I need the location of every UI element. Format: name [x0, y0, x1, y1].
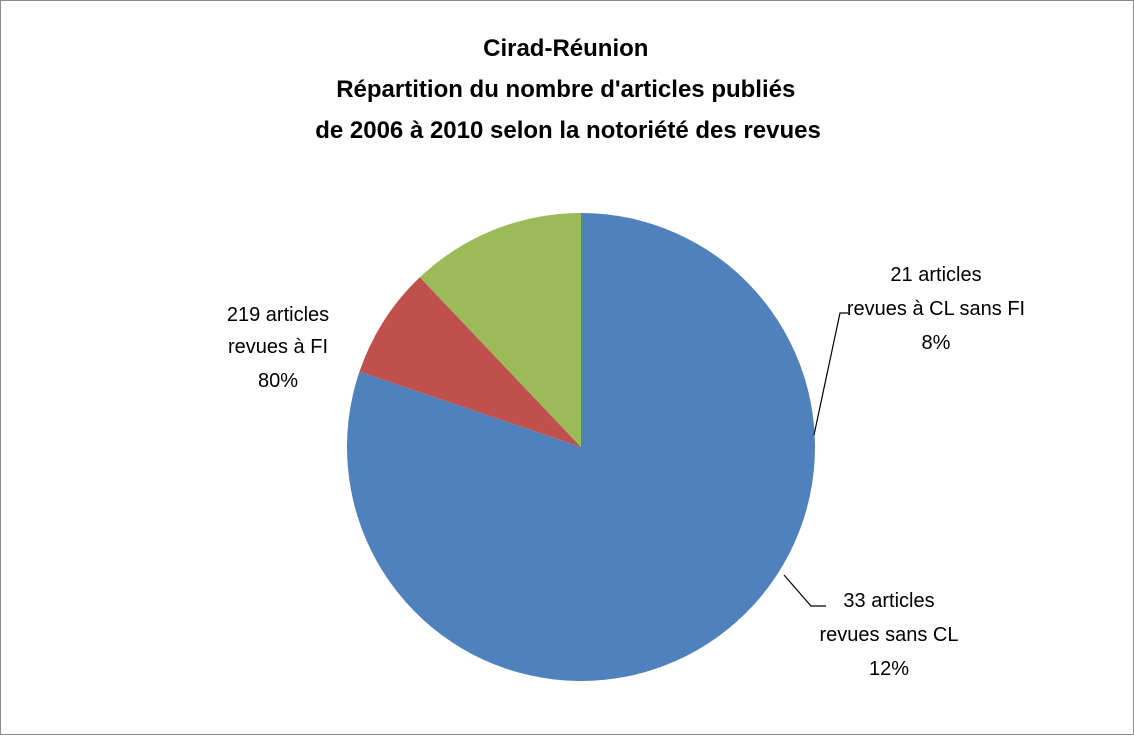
- chart-title: Cirad-Réunion Répartition du nombre d'ar…: [315, 35, 821, 144]
- data-label-percent-2: 8%: [922, 332, 951, 354]
- chart-title-line-1: Cirad-Réunion: [483, 35, 648, 62]
- leader-line-2: [813, 312, 848, 436]
- data-label-category-1: revues à FI: [228, 336, 328, 358]
- chart-title-line-3: de 2006 à 2010 selon la notoriété des re…: [315, 117, 821, 144]
- data-labels: 219 articles revues à FI 80% 21 articles rev…: [227, 264, 1025, 680]
- pie-slice-1: [346, 213, 815, 682]
- pie-slice-3: [419, 213, 581, 447]
- leader-lines: [783, 312, 848, 607]
- leader-line-3: [783, 574, 826, 607]
- data-label-count-1: 219 articles: [227, 304, 329, 326]
- pie-slice-2: [359, 277, 581, 447]
- chart-title-line-2: Répartition du nombre d'articles publiés: [336, 76, 795, 103]
- data-label-category-3: revues sans CL: [820, 624, 959, 646]
- pie-slices: [346, 213, 815, 682]
- data-label-percent-3: 12%: [869, 658, 909, 680]
- data-label-count-3: 33 articles: [843, 590, 934, 612]
- data-label-category-2: revues à CL sans FI: [847, 298, 1025, 320]
- data-label-count-2: 21 articles: [890, 264, 981, 286]
- data-label-percent-1: 80%: [258, 370, 298, 392]
